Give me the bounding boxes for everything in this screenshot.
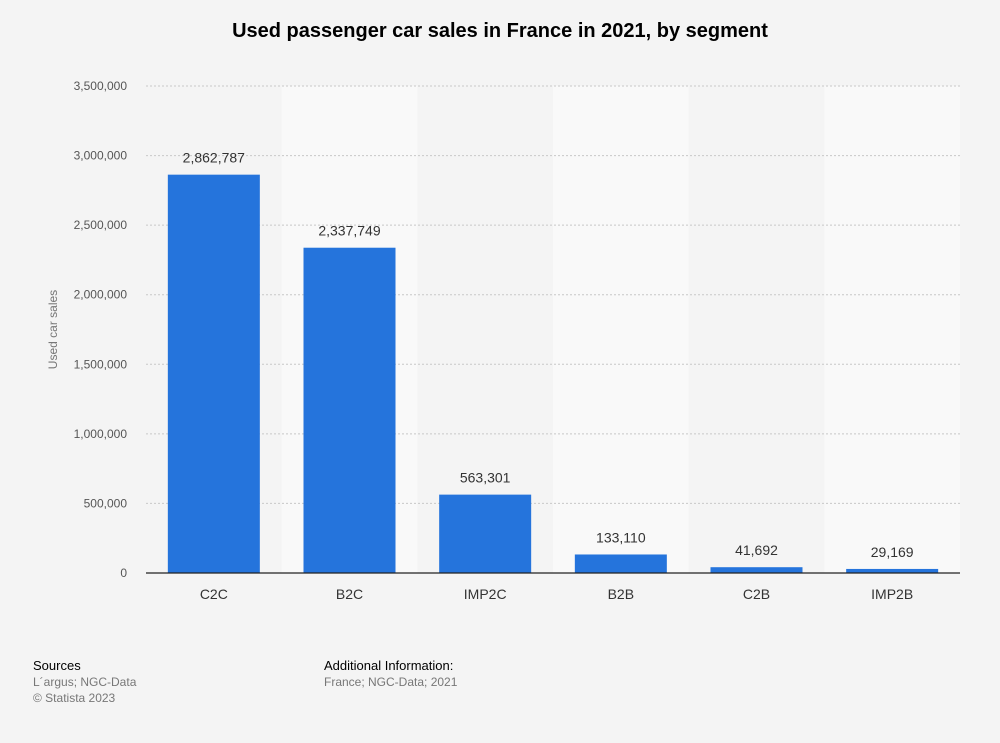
x-tick-label: B2B bbox=[608, 586, 634, 602]
bar bbox=[439, 494, 532, 573]
additional-info-text: France; NGC-Data; 2021 bbox=[324, 675, 458, 689]
additional-info-block: Additional Information: France; NGC-Data… bbox=[324, 658, 457, 690]
y-tick-label: 0 bbox=[120, 566, 127, 580]
x-tick-label: C2B bbox=[743, 586, 770, 602]
bar bbox=[574, 554, 667, 573]
bar-value-label: 2,337,749 bbox=[318, 223, 380, 239]
chart-title: Used passenger car sales in France in 20… bbox=[232, 20, 768, 42]
sources-title: Sources bbox=[33, 658, 81, 673]
sources-line-1: L´argus; NGC-Data bbox=[33, 675, 137, 689]
sources-line-2: © Statista 2023 bbox=[33, 691, 116, 705]
y-tick-label: 3,500,000 bbox=[74, 79, 128, 93]
y-tick-label: 1,500,000 bbox=[74, 357, 128, 371]
sources-block: Sources L´argus; NGC-Data © Statista 202… bbox=[33, 658, 136, 706]
plot-band bbox=[824, 86, 960, 573]
bar-value-label: 563,301 bbox=[460, 470, 511, 486]
bar bbox=[710, 567, 803, 573]
x-tick-label: IMP2B bbox=[871, 586, 913, 602]
y-tick-label: 3,000,000 bbox=[74, 149, 128, 163]
bar-chart: 0 500,000 1,000,000 1,500,000 2,000,000 2,500… bbox=[46, 79, 960, 602]
x-tick-label: C2C bbox=[200, 586, 228, 602]
plot-band bbox=[553, 86, 689, 573]
x-tick-label: B2C bbox=[336, 586, 363, 602]
y-tick-label: 2,500,000 bbox=[74, 218, 128, 232]
y-axis-label: Used car sales bbox=[46, 290, 60, 369]
bar bbox=[303, 247, 396, 573]
bar bbox=[167, 174, 260, 573]
bar-value-label: 41,692 bbox=[735, 542, 778, 558]
bar-value-label: 29,169 bbox=[871, 544, 914, 560]
bar-value-label: 2,862,787 bbox=[183, 150, 245, 166]
y-tick-label: 2,000,000 bbox=[74, 288, 128, 302]
additional-info-title: Additional Information: bbox=[324, 658, 454, 673]
bar-value-label: 133,110 bbox=[596, 529, 646, 545]
y-tick-label: 500,000 bbox=[84, 496, 128, 510]
y-tick-label: 1,000,000 bbox=[74, 427, 128, 441]
x-tick-label: IMP2C bbox=[464, 586, 507, 602]
bar bbox=[846, 568, 939, 573]
